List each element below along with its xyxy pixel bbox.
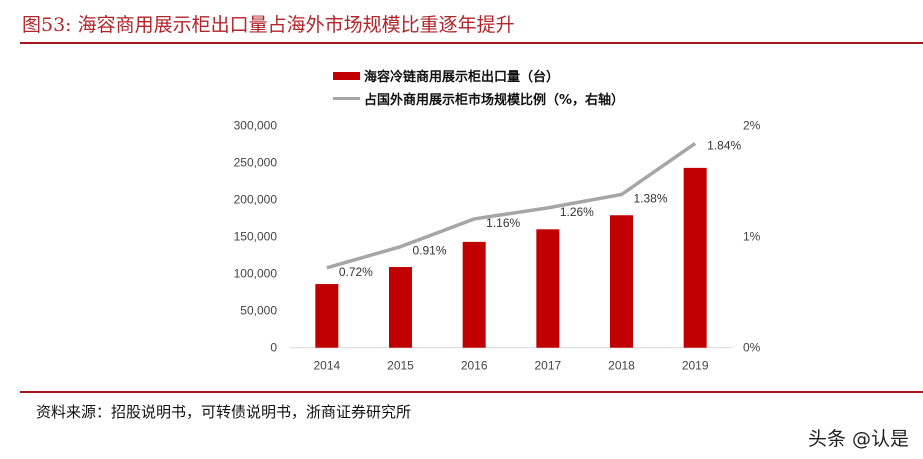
line-data-label: 1.26% — [560, 205, 594, 219]
bar-2015 — [389, 267, 412, 348]
bar-2017 — [536, 229, 560, 348]
figure-title: 图53: 海容商用展示柜出口量占海外市场规模比重逐年提升 — [22, 14, 515, 36]
x-tick-label: 2019 — [682, 359, 709, 373]
left-axis-tick-label: 100,000 — [234, 267, 278, 281]
line-data-label: 1.84% — [707, 138, 741, 152]
bar-2018 — [610, 215, 633, 348]
right-axis-tick-label: 2% — [743, 119, 761, 133]
x-tick-label: 2016 — [461, 359, 488, 373]
x-tick-label: 2018 — [608, 359, 635, 373]
watermark: 头条 @认是 — [807, 428, 909, 450]
left-axis-tick-label: 150,000 — [234, 230, 278, 244]
left-axis-tick-label: 50,000 — [240, 304, 277, 318]
left-axis-tick-label: 0 — [270, 341, 277, 355]
bar-2016 — [462, 241, 486, 348]
left-axis-tick-label: 300,000 — [234, 119, 278, 133]
line-data-label: 1.38% — [634, 192, 668, 206]
title-rule — [20, 42, 923, 44]
left-axis-tick-label: 200,000 — [234, 193, 278, 207]
legend-label-bar: 海容冷链商用展示柜出口量（台） — [364, 70, 560, 85]
x-tick-label: 2014 — [313, 359, 340, 373]
legend-item-line: 占国外商用展示柜市场规模比例（%，右轴） — [333, 89, 624, 108]
line-data-label: 0.91% — [413, 244, 447, 258]
line-data-label: 1.16% — [486, 216, 520, 230]
x-tick-label: 2017 — [534, 359, 561, 373]
legend-label-line: 占国外商用展示柜市场规模比例（%，右轴） — [364, 93, 625, 108]
right-axis-tick-label: 0% — [743, 341, 761, 355]
legend-swatch-line — [333, 97, 360, 100]
left-axis-tick-label: 250,000 — [234, 156, 278, 170]
x-tick-label: 2015 — [387, 359, 414, 373]
bar-2019 — [683, 167, 707, 348]
legend-swatch-bar — [333, 71, 360, 80]
source-note: 资料来源：招股说明书，可转债说明书，浙商证券研究所 — [36, 403, 412, 421]
right-axis-tick-label: 1% — [743, 230, 761, 244]
footer-rule — [20, 391, 923, 393]
bar-2014 — [315, 284, 339, 348]
line-series — [326, 142, 697, 270]
legend-item-bar: 海容冷链商用展示柜出口量（台） — [333, 66, 559, 85]
line-data-label: 0.72% — [339, 265, 373, 279]
